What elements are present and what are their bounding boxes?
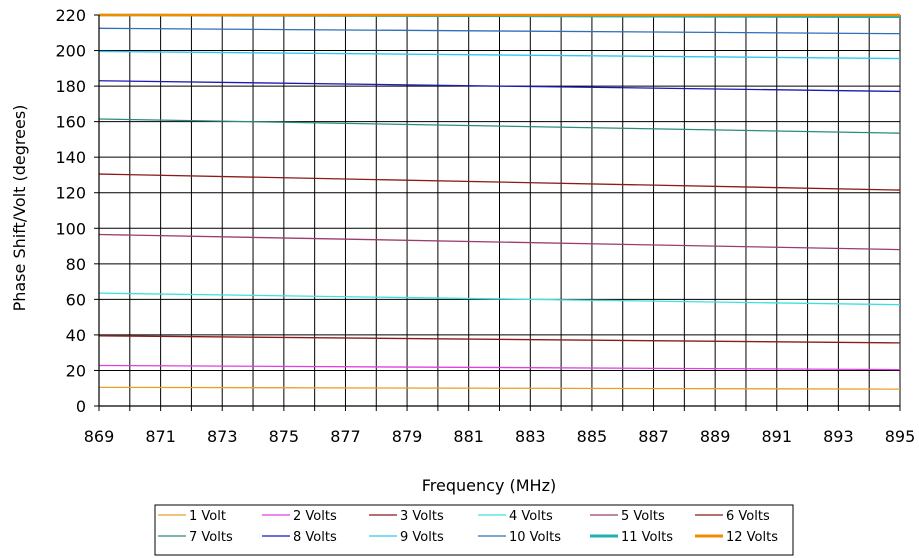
legend-label: 5 Volts <box>621 509 665 524</box>
series-line-4-volts <box>98 292 901 306</box>
x-tick-label: 871 <box>145 427 176 446</box>
legend-label: 9 Volts <box>400 530 444 545</box>
x-tick-label: 887 <box>638 427 669 446</box>
legend-label: 8 Volts <box>293 530 337 545</box>
x-tick-label: 895 <box>885 427 916 446</box>
y-tick-label: 60 <box>66 290 86 309</box>
legend-label: 4 Volts <box>509 509 553 524</box>
x-tick-label: 891 <box>761 427 792 446</box>
y-tick-label: 20 <box>66 361 86 380</box>
y-tick-label: 200 <box>55 42 86 61</box>
y-tick-label: 0 <box>76 397 86 416</box>
series-lines <box>98 13 901 390</box>
y-tick-label: 120 <box>55 184 86 203</box>
series-line-10-volts <box>98 27 901 35</box>
x-tick-label: 893 <box>823 427 854 446</box>
x-tick-label: 869 <box>84 427 115 446</box>
x-tick-label: 883 <box>515 427 546 446</box>
series-line-6-volts <box>98 173 901 191</box>
legend-label: 12 Volts <box>726 530 778 545</box>
y-tick-label: 160 <box>55 113 86 132</box>
grid <box>98 14 901 407</box>
axes <box>94 14 901 411</box>
x-tick-label: 881 <box>453 427 484 446</box>
legend-label: 1 Volt <box>189 509 226 524</box>
legend-label: 3 Volts <box>400 509 444 524</box>
y-tick-label: 80 <box>66 255 86 274</box>
legend-label: 2 Volts <box>293 509 337 524</box>
y-tick-label: 140 <box>55 148 86 167</box>
y-tick-label: 220 <box>55 6 86 25</box>
series-line-7-volts <box>98 118 901 134</box>
series-line-8-volts <box>98 80 901 93</box>
series-line-2-volts <box>98 364 901 371</box>
y-tick-label: 180 <box>55 77 86 96</box>
legend-label: 11 Volts <box>621 530 673 545</box>
x-tick-label: 875 <box>269 427 300 446</box>
x-tick-labels: 869 871 873 875 877 879 881 883 885 887 889 891 893 8… <box>84 427 916 446</box>
legend: 1 Volt 2 Volts 3 Volts 4 Volts 5 Volts 6 Volt… <box>154 504 794 556</box>
legend-label: 6 Volts <box>726 509 770 524</box>
x-tick-label: 873 <box>207 427 238 446</box>
x-tick-label: 879 <box>392 427 423 446</box>
x-axis-title: Frequency (MHz) <box>422 476 556 495</box>
legend-label: 7 Volts <box>189 530 233 545</box>
series-line-5-volts <box>98 233 901 251</box>
legend-label: 10 Volts <box>509 530 561 545</box>
x-tick-label: 877 <box>330 427 361 446</box>
y-tick-labels: 0 20 40 60 80 100 120 140 160 180 200 220 <box>55 6 86 416</box>
series-line-1-volt <box>98 386 901 390</box>
series-line-9-volts <box>98 50 901 60</box>
y-tick-label: 100 <box>55 219 86 238</box>
x-tick-label: 889 <box>700 427 731 446</box>
x-tick-label: 885 <box>577 427 608 446</box>
series-line-3-volts <box>98 335 901 344</box>
legend-box <box>154 504 794 556</box>
y-axis-title: Phase Shift/Volt (degrees) <box>10 105 29 312</box>
y-tick-label: 40 <box>66 326 86 345</box>
